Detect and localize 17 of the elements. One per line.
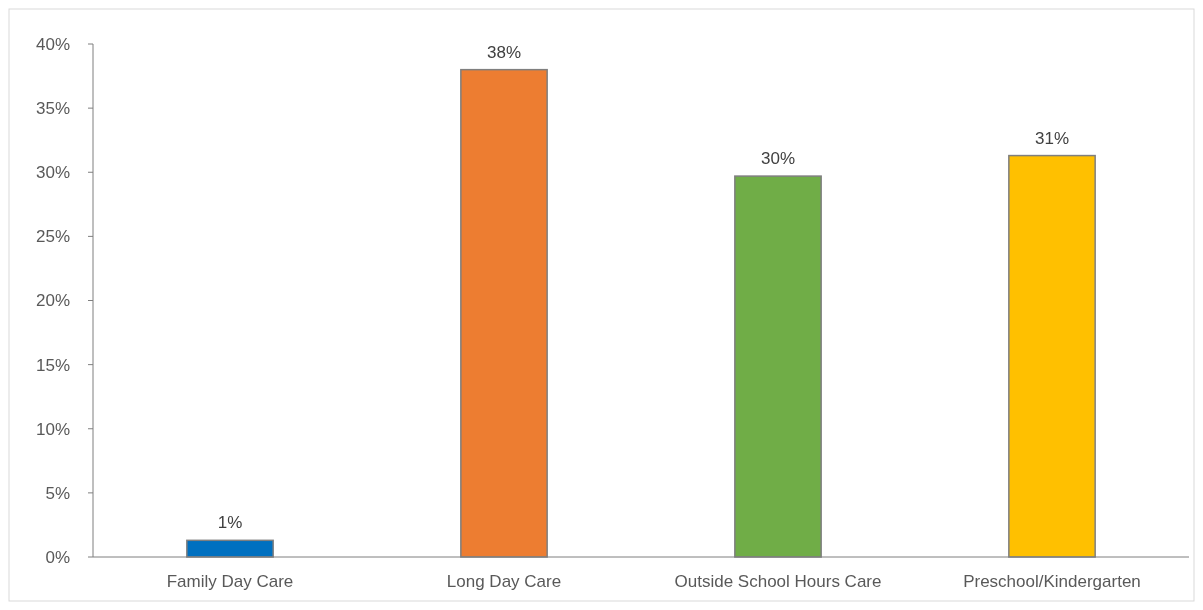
y-tick-label: 0% [45,547,70,567]
y-tick-label: 30% [35,163,70,183]
x-tick-label: Outside School Hours Care [674,572,882,591]
data-label: 38% [486,42,522,62]
y-tick-label: 10% [35,419,70,439]
x-tick-label: Family Day Care [166,572,294,591]
y-tick-label: 5% [45,483,70,503]
y-tick-label: 40% [35,34,70,54]
y-tick-label: 25% [35,227,70,247]
x-tick-label: Long Day Care [446,572,562,591]
y-tick-label: 35% [35,99,70,119]
data-label: 31% [1034,128,1070,148]
data-label: 30% [760,149,796,169]
x-tick-label: Preschool/Kindergarten [963,572,1141,591]
y-tick-label: 20% [35,291,70,311]
data-label: 1% [217,513,243,533]
y-tick-label: 15% [35,355,70,375]
